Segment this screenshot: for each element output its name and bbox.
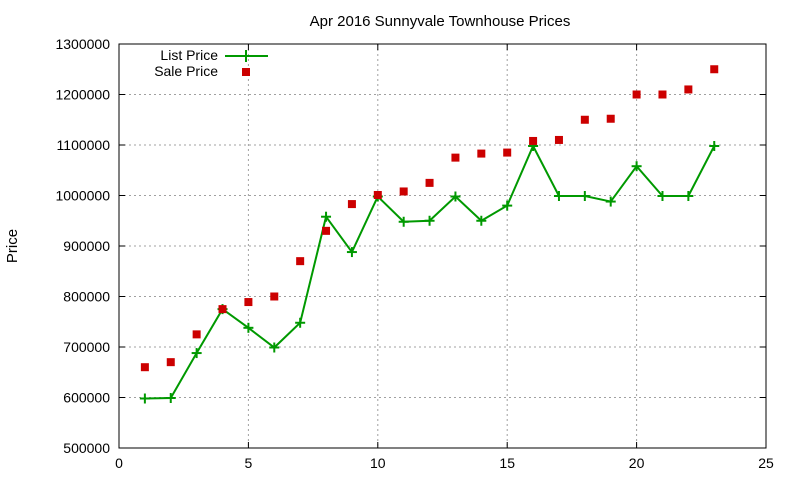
sale-price-point	[399, 187, 408, 196]
sale-price-point	[425, 178, 434, 187]
y-tick-label: 800000	[63, 289, 110, 305]
list-price-point	[553, 191, 564, 202]
list-price-point	[709, 141, 720, 152]
sale-price-point	[347, 200, 356, 209]
y-axis-label: Price	[4, 229, 21, 263]
list-price-point	[579, 191, 590, 202]
sale-price-point	[296, 257, 305, 266]
sale-price-point	[710, 65, 719, 74]
list-price-point	[605, 196, 616, 207]
legend-label-list-price: List Price	[160, 47, 218, 63]
sale-price-point	[529, 136, 538, 145]
sale-price-point	[632, 90, 641, 99]
x-tick-label: 15	[499, 455, 515, 471]
sale-price-point	[373, 190, 382, 199]
chart-title: Apr 2016 Sunnyvale Townhouse Prices	[310, 13, 571, 30]
list-price-point	[165, 393, 176, 404]
list-price-point	[346, 247, 357, 258]
y-tick-label: 700000	[63, 339, 110, 355]
list-price-point	[269, 342, 280, 353]
sale-price-point	[270, 292, 279, 301]
sale-price-point	[503, 148, 512, 157]
list-price-point	[657, 191, 668, 202]
list-price-point	[631, 161, 642, 172]
y-tick-label: 1300000	[55, 36, 110, 52]
legend-marker-sale-price	[242, 68, 250, 76]
x-tick-label: 0	[115, 455, 123, 471]
axis-ticks: 0 5 10 15 20 25 500000 600000 700000 800000 900000…	[55, 36, 774, 471]
list-price-point	[476, 215, 487, 226]
sale-price-point	[477, 149, 486, 158]
sale-price-point	[554, 135, 563, 144]
sale-price-point	[684, 85, 693, 94]
sale-price-point	[580, 115, 589, 124]
sale-price-point	[244, 298, 253, 307]
sale-price-point	[218, 305, 227, 314]
grid	[119, 44, 766, 448]
x-tick-label: 10	[370, 455, 386, 471]
list-price-point	[450, 191, 461, 202]
list-price-point	[191, 348, 202, 359]
list-price-point	[398, 216, 409, 227]
list-price-point	[139, 393, 150, 404]
legend-marker-list-price	[240, 50, 252, 62]
y-tick-label: 1100000	[57, 137, 111, 153]
legend: List Price Sale Price	[154, 47, 268, 79]
sale-price-point	[658, 90, 667, 99]
list-price-point	[502, 200, 513, 211]
sale-price-point	[166, 358, 175, 367]
sale-price-point	[192, 330, 201, 339]
list-price-point	[683, 191, 694, 202]
x-tick-label: 20	[629, 455, 645, 471]
y-tick-label: 600000	[63, 390, 110, 406]
list-price-point	[243, 322, 254, 333]
y-tick-label: 900000	[63, 238, 110, 254]
sale-price-point	[451, 153, 460, 162]
y-tick-label: 1000000	[55, 188, 110, 204]
y-tick-label: 1200000	[55, 87, 110, 103]
plot-frame	[118, 43, 767, 449]
list-price-point	[321, 211, 332, 222]
legend-label-sale-price: Sale Price	[154, 63, 218, 79]
list-price-point	[424, 215, 435, 226]
x-tick-label: 5	[245, 455, 253, 471]
series	[139, 65, 720, 404]
x-tick-label: 25	[758, 455, 774, 471]
sale-price-point	[140, 363, 149, 372]
list-price-point	[295, 317, 306, 328]
sale-price-point	[322, 226, 331, 235]
sale-price-point	[606, 114, 615, 123]
y-tick-label: 500000	[63, 440, 110, 456]
